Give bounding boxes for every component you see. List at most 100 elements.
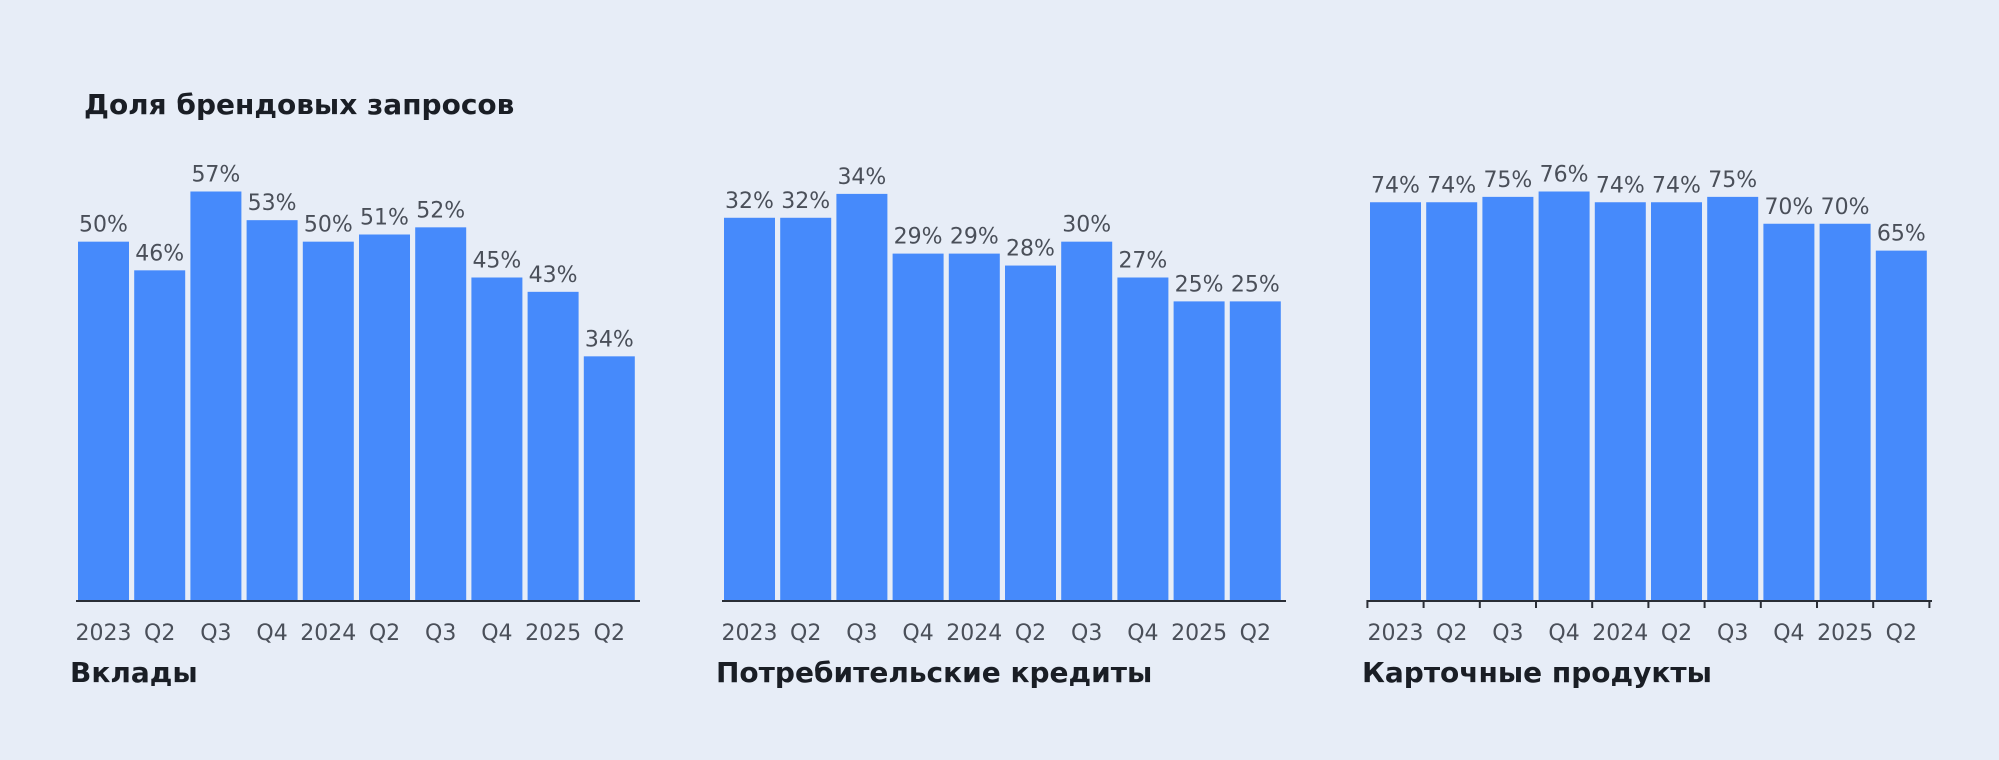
- deposits-tick-label-4: 2024: [300, 621, 356, 646]
- card-products-bar-7: [1763, 223, 1815, 600]
- chart-caption-card-products: Карточные продукты: [1362, 656, 1712, 689]
- card-products-tick-label-3: Q4: [1548, 621, 1579, 646]
- card-products-tick-label-4: 2024: [1592, 621, 1648, 646]
- deposits-tick-label-0: 2023: [76, 621, 132, 646]
- deposits-tick-label-7: Q4: [481, 621, 512, 646]
- card-products-bar-6: [1707, 196, 1759, 600]
- card-products-bar-8: [1819, 223, 1871, 600]
- deposits-tick-label-3: Q4: [256, 621, 287, 646]
- chart-deposits: 50% 2023 46% Q2 57% Q3 53% Q4 50% 2024 51% Q2 52% Q3 4…: [76, 163, 640, 646]
- chart-panel-consumer-loans: 32% 2023 32% Q2 34% Q3 29% Q4 29% 2024 28% Q2 30% Q3 2…: [716, 0, 1336, 760]
- card-products-bar-0: [1370, 202, 1421, 600]
- deposits-tick-label-2: Q3: [200, 621, 231, 646]
- deposits-tick-label-6: Q3: [425, 621, 456, 646]
- consumer-loans-value-label-1: 32%: [781, 189, 830, 214]
- consumer-loans-bar-0: [724, 217, 775, 600]
- card-products-bar-4: [1594, 202, 1646, 600]
- chart-panel-deposits: 50% 2023 46% Q2 57% Q3 53% Q4 50% 2024 51% Q2 52% Q3 4…: [70, 0, 690, 760]
- card-products-tick-label-1: Q2: [1436, 621, 1467, 646]
- card-products-bar-9: [1875, 250, 1927, 600]
- card-products-value-label-5: 74%: [1652, 173, 1701, 198]
- consumer-loans-value-label-6: 30%: [1062, 213, 1111, 238]
- consumer-loans-value-label-7: 27%: [1118, 249, 1167, 274]
- card-products-tick-label-0: 2023: [1368, 621, 1424, 646]
- deposits-value-label-0: 50%: [79, 213, 128, 238]
- card-products-value-label-4: 74%: [1596, 173, 1645, 198]
- consumer-loans-tick-label-7: Q4: [1127, 621, 1158, 646]
- consumer-loans-bar-4: [948, 253, 1000, 600]
- consumer-loans-value-label-3: 29%: [894, 225, 943, 250]
- card-products-bar-2: [1482, 196, 1534, 600]
- chart-caption-deposits: Вклады: [70, 656, 198, 689]
- consumer-loans-value-label-8: 25%: [1175, 272, 1224, 297]
- consumer-loans-bar-3: [892, 253, 944, 600]
- deposits-bar-2: [190, 191, 242, 600]
- deposits-value-label-3: 53%: [248, 191, 297, 216]
- deposits-bar-4: [302, 241, 354, 600]
- card-products-value-label-7: 70%: [1764, 195, 1813, 220]
- deposits-bar-5: [359, 234, 410, 600]
- card-products-value-label-8: 70%: [1821, 195, 1870, 220]
- deposits-bar-6: [415, 227, 467, 601]
- consumer-loans-value-label-0: 32%: [725, 189, 774, 214]
- consumer-loans-bar-2: [836, 193, 888, 600]
- deposits-value-label-4: 50%: [304, 213, 353, 238]
- deposits-value-label-7: 45%: [472, 249, 521, 274]
- consumer-loans-tick-label-1: Q2: [790, 621, 821, 646]
- deposits-value-label-5: 51%: [360, 206, 409, 231]
- consumer-loans-tick-label-3: Q4: [902, 621, 933, 646]
- deposits-bar-8: [527, 291, 579, 600]
- consumer-loans-tick-label-5: Q2: [1015, 621, 1046, 646]
- consumer-loans-bar-7: [1117, 277, 1169, 600]
- card-products-value-label-3: 76%: [1540, 163, 1589, 188]
- card-products-tick-label-2: Q3: [1492, 621, 1523, 646]
- card-products-value-label-9: 65%: [1877, 222, 1926, 247]
- consumer-loans-tick-label-2: Q3: [846, 621, 877, 646]
- deposits-tick-label-9: Q2: [594, 621, 625, 646]
- consumer-loans-tick-label-0: 2023: [722, 621, 778, 646]
- deposits-bar-7: [471, 277, 523, 600]
- consumer-loans-tick-label-9: Q2: [1240, 621, 1271, 646]
- consumer-loans-tick-label-6: Q3: [1071, 621, 1102, 646]
- consumer-loans-tick-label-8: 2025: [1171, 621, 1227, 646]
- consumer-loans-tick-label-4: 2024: [946, 621, 1002, 646]
- card-products-value-label-6: 75%: [1708, 168, 1757, 193]
- deposits-value-label-1: 46%: [135, 241, 184, 266]
- card-products-tick-label-8: 2025: [1817, 621, 1873, 646]
- consumer-loans-value-label-5: 28%: [1006, 237, 1055, 262]
- main-title: Доля брендовых запросов: [84, 88, 515, 121]
- consumer-loans-value-label-2: 34%: [837, 165, 886, 190]
- consumer-loans-bar-1: [780, 217, 832, 600]
- deposits-tick-label-1: Q2: [144, 621, 175, 646]
- chart-panel-card-products: 74% 2023 74% Q2 75% Q3 76% Q4 74% 2024 74% Q2 75% Q3 7…: [1362, 0, 1982, 760]
- deposits-tick-label-5: Q2: [369, 621, 400, 646]
- consumer-loans-bar-8: [1173, 301, 1225, 600]
- deposits-value-label-8: 43%: [529, 263, 578, 288]
- card-products-value-label-1: 74%: [1427, 173, 1476, 198]
- deposits-value-label-2: 57%: [191, 163, 240, 188]
- deposits-bar-0: [78, 241, 129, 600]
- card-products-bar-5: [1651, 202, 1702, 600]
- card-products-value-label-2: 75%: [1483, 168, 1532, 193]
- deposits-value-label-6: 52%: [416, 198, 465, 223]
- card-products-tick-label-5: Q2: [1661, 621, 1692, 646]
- card-products-tick-label-7: Q4: [1773, 621, 1804, 646]
- consumer-loans-value-label-4: 29%: [950, 225, 999, 250]
- card-products-tick-label-9: Q2: [1886, 621, 1917, 646]
- chart-consumer-loans: 32% 2023 32% Q2 34% Q3 29% Q4 29% 2024 28% Q2 30% Q3 2…: [722, 165, 1286, 646]
- deposits-value-label-9: 34%: [585, 327, 634, 352]
- card-products-tick-label-6: Q3: [1717, 621, 1748, 646]
- chart-card-products: 74% 2023 74% Q2 75% Q3 76% Q4 74% 2024 74% Q2 75% Q3 7…: [1366, 163, 1932, 646]
- deposits-bar-3: [246, 220, 298, 600]
- card-products-bar-1: [1426, 202, 1478, 600]
- deposits-tick-label-8: 2025: [525, 621, 581, 646]
- consumer-loans-bar-6: [1061, 241, 1113, 600]
- card-products-bar-3: [1538, 191, 1590, 600]
- consumer-loans-bar-9: [1229, 301, 1281, 600]
- deposits-bar-9: [583, 356, 635, 600]
- deposits-bar-1: [134, 270, 186, 600]
- consumer-loans-value-label-9: 25%: [1231, 272, 1280, 297]
- chart-caption-consumer-loans: Потребительские кредиты: [716, 656, 1153, 689]
- card-products-value-label-0: 74%: [1371, 173, 1420, 198]
